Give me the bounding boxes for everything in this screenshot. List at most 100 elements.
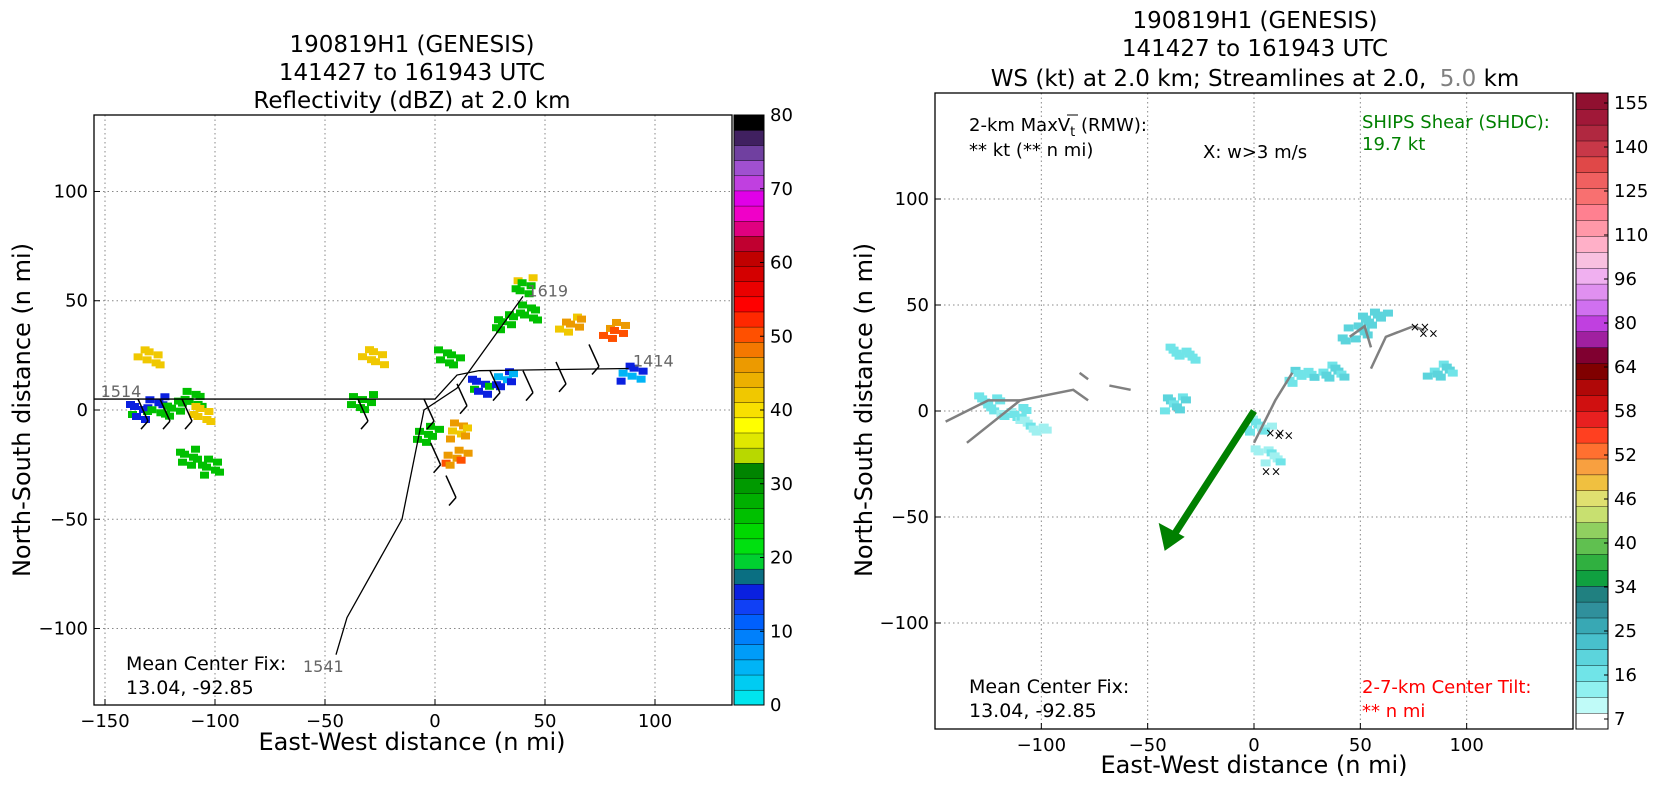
colorbar-segment [1575, 490, 1609, 507]
colorbar-tick-label: 96 [1614, 269, 1637, 290]
maxvt-value: ** kt (** n mi) [969, 140, 1093, 161]
colorbar-segment [733, 402, 765, 419]
wind-barb [429, 442, 442, 466]
updraft-note: X: w>3 m/s [1203, 142, 1307, 163]
colorbar-segment [733, 250, 765, 267]
reflectivity-cell [347, 401, 356, 409]
y-tick-label: 0 [918, 401, 929, 422]
colorbar-segment [733, 220, 765, 237]
wind-speed-cell [1447, 369, 1458, 377]
reflectivity-cell [456, 456, 466, 464]
x-tick-label: −100 [190, 711, 239, 732]
wind-speed-cell [1324, 374, 1335, 382]
x-tick-label: 0 [1248, 735, 1259, 756]
updraft-x-mark: ×× [1418, 327, 1438, 341]
wind-barb [140, 420, 149, 430]
reflectivity-cell [533, 316, 542, 324]
reflectivity-cell [147, 406, 157, 414]
reflectivity-cell [165, 412, 174, 420]
y-tick-label: 100 [895, 189, 929, 210]
colorbar-tick-label: 64 [1614, 357, 1637, 378]
reflectivity-cell [498, 318, 507, 326]
track-time-label: 1414 [633, 351, 674, 370]
wind-barb [360, 420, 369, 430]
reflectivity-cell [184, 397, 194, 405]
colorbar-segment [1575, 522, 1609, 539]
reflectivity-cell [436, 356, 445, 364]
x-tick-label: −50 [306, 711, 344, 732]
streamline [1109, 384, 1131, 392]
shear-vector-shaft [1169, 409, 1257, 539]
reflectivity-cell [369, 348, 378, 356]
colorbar-tick-label: 25 [1614, 621, 1637, 642]
y-tick-label: 50 [906, 295, 929, 316]
reflectivity-cell [528, 274, 538, 282]
reflectivity-cell [577, 315, 586, 323]
reflectivity-cell [618, 369, 628, 377]
colorbar-segment [733, 447, 765, 464]
wind-speed-colorbar: 7 16 25 34 40 46 52 58 64 80 96 110 125 140 155 [1575, 92, 1648, 730]
wind-barb [522, 370, 534, 393]
ships-shear-value: 19.7 kt [1362, 134, 1425, 155]
wind-speed-cell [1267, 422, 1277, 430]
colorbar-segment [1575, 92, 1609, 110]
reflectivity-cell [422, 438, 431, 446]
colorbar-tick-label: 50 [770, 326, 793, 347]
colorbar-segment [733, 266, 765, 282]
x-tick-label: −100 [1017, 735, 1066, 756]
reflectivity-cell [449, 361, 458, 369]
wind-barb [137, 398, 149, 422]
reflectivity-cell [461, 432, 470, 440]
colorbar-segment [733, 371, 765, 388]
colorbar-tick-label: 20 [770, 548, 793, 569]
reflectivity-cell [380, 361, 389, 369]
x-tick-label: 50 [534, 711, 557, 732]
colorbar-segment [1575, 665, 1609, 682]
wind-barb [181, 398, 193, 422]
reflectivity-cell [520, 311, 529, 319]
wind-speed-cell [1180, 396, 1191, 404]
colorbar-segment [1575, 108, 1609, 126]
colorbar-segment [1575, 347, 1609, 364]
colorbar-tick-label: 10 [770, 621, 793, 642]
wind-speed-cell [1366, 321, 1377, 329]
reflectivity-cell [610, 326, 619, 334]
reflectivity-colorbar: 0 10 20 30 40 50 60 70 80 [733, 105, 793, 716]
reflectivity-cell [515, 287, 525, 295]
colorbar-segment [1575, 601, 1609, 619]
colorbar-segment [733, 689, 765, 706]
left-title-line1: 190819H1 (GENESIS) [289, 32, 534, 58]
colorbar-segment [1575, 219, 1609, 237]
wind-speed-cell [1382, 309, 1393, 317]
colorbar-segment [733, 477, 765, 494]
wind-barb [489, 370, 501, 393]
right-title-line1: 190819H1 (GENESIS) [1132, 8, 1377, 34]
colorbar-segment [733, 568, 765, 585]
colorbar-tick-label: 60 [770, 253, 793, 274]
reflectivity-cells [126, 274, 648, 479]
left-center-fix-value: 13.04, -92.85 [126, 677, 254, 699]
reflectivity-cell [566, 320, 575, 328]
colorbar-tick-label: 0 [770, 695, 781, 716]
colorbar-segment [1575, 363, 1609, 380]
colorbar-segment [1575, 538, 1609, 555]
colorbar-segment [733, 674, 765, 691]
reflectivity-cell [142, 356, 152, 364]
reflectivity-cell [144, 348, 154, 356]
wind-speed-cell [1245, 428, 1255, 436]
colorbar-segment [733, 598, 765, 615]
y-tick-label: −100 [39, 619, 88, 640]
center-tilt-value: ** n mi [1362, 701, 1425, 722]
colorbar-segment [1575, 283, 1609, 301]
x-tick-label: 100 [638, 711, 672, 732]
reflectivity-cell [132, 413, 141, 420]
colorbar-tick-label: 70 [770, 179, 793, 200]
wind-barb [433, 464, 442, 474]
reflectivity-cell [608, 334, 617, 342]
colorbar-segment [733, 629, 765, 645]
colorbar-segment [1575, 331, 1609, 348]
flight-track-leg [335, 295, 524, 655]
wind-speed-cell [1253, 448, 1264, 456]
reflectivity-cell [621, 321, 630, 329]
reflectivity-cell [204, 408, 214, 415]
